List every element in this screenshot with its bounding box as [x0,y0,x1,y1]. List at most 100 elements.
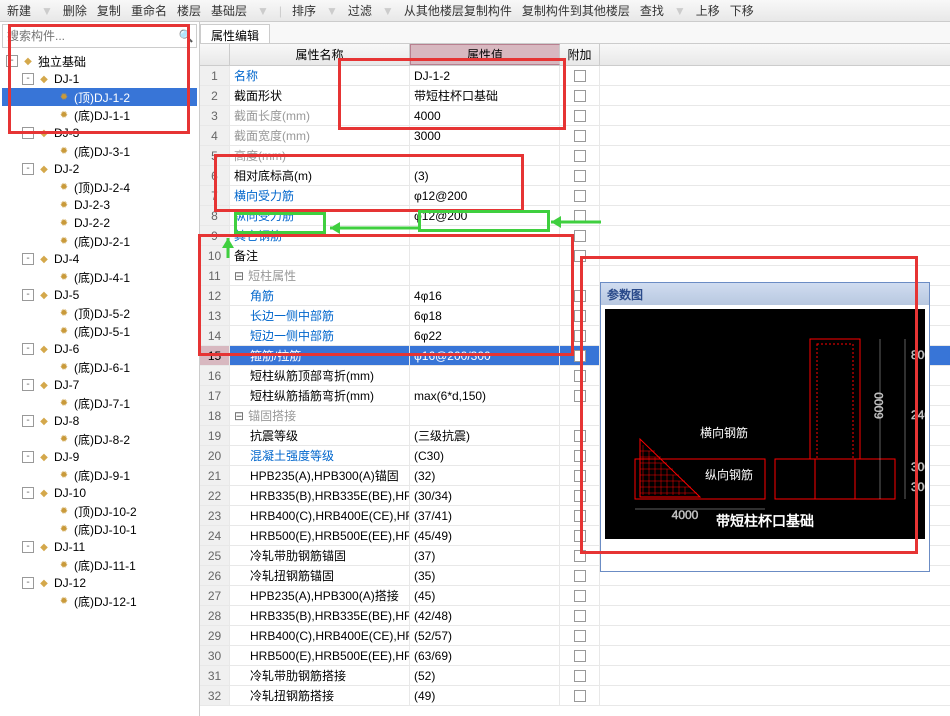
property-row[interactable]: 1 名称 DJ-1-2 [200,66,950,86]
property-row[interactable]: 28 HRB335(B),HRB335E(BE),HRBF (42/48) [200,606,950,626]
property-value[interactable]: (C30) [410,446,560,465]
property-value[interactable] [410,366,560,385]
property-value[interactable]: φ12@200 [410,206,560,225]
property-value[interactable] [410,406,560,425]
property-value[interactable] [410,226,560,245]
toolbar-up[interactable]: 上移 [693,2,723,19]
property-extra[interactable] [560,146,600,165]
component-tree[interactable]: -◆独立基础-◆DJ-1✹(顶)DJ-1-2✹(底)DJ-1-1-◆DJ-3✹(… [0,50,199,716]
tree-leaf[interactable]: ✹(底)DJ-9-1 [2,466,197,484]
toolbar-down[interactable]: 下移 [727,2,757,19]
tree-leaf[interactable]: ✹DJ-2-2 [2,214,197,232]
property-extra[interactable] [560,126,600,145]
property-extra[interactable] [560,246,600,265]
toolbar-copyfrom[interactable]: 从其他楼层复制构件 [401,2,515,19]
property-value[interactable] [410,146,560,165]
tree-node[interactable]: -◆DJ-5 [2,286,197,304]
property-extra[interactable] [560,686,600,705]
property-extra[interactable] [560,446,600,465]
property-row[interactable]: 10 备注 [200,246,950,266]
tree-leaf[interactable]: ✹DJ-2-3 [2,196,197,214]
tree-leaf[interactable]: ✹(底)DJ-4-1 [2,268,197,286]
property-extra[interactable] [560,626,600,645]
property-value[interactable]: (37/41) [410,506,560,525]
tree-leaf[interactable]: ✹(底)DJ-7-1 [2,394,197,412]
property-row[interactable]: 27 HPB235(A),HPB300(A)搭接 (45) [200,586,950,606]
property-extra[interactable] [560,666,600,685]
property-extra[interactable] [560,366,600,385]
property-row[interactable]: 5 高度(mm) [200,146,950,166]
property-row[interactable]: 4 截面宽度(mm) 3000 [200,126,950,146]
property-value[interactable]: (45) [410,586,560,605]
property-extra[interactable] [560,466,600,485]
tree-node[interactable]: -◆DJ-9 [2,448,197,466]
toolbar-floor[interactable]: 楼层 [174,2,204,19]
property-extra[interactable] [560,186,600,205]
property-value[interactable]: 6φ22 [410,326,560,345]
toolbar-copyto[interactable]: 复制构件到其他楼层 [519,2,633,19]
property-value[interactable]: max(6*d,150) [410,386,560,405]
property-row[interactable]: 2 截面形状 带短柱杯口基础 [200,86,950,106]
tree-node[interactable]: -◆DJ-8 [2,412,197,430]
property-value[interactable]: DJ-1-2 [410,66,560,85]
property-extra[interactable] [560,526,600,545]
property-row[interactable]: 31 冷轧带肋钢筋搭接 (52) [200,666,950,686]
property-row[interactable]: 6 相对底标高(m) (3) [200,166,950,186]
property-extra[interactable] [560,346,600,365]
toolbar-copy[interactable]: 复制 [94,2,124,19]
property-extra[interactable] [560,546,600,565]
property-value[interactable]: 4000 [410,106,560,125]
tree-leaf[interactable]: ✹(底)DJ-10-1 [2,520,197,538]
property-value[interactable]: φ12@200 [410,186,560,205]
toolbar-base[interactable]: 基础层 [208,2,250,19]
property-value[interactable]: (35) [410,566,560,585]
toolbar-filter[interactable]: 过滤 [345,2,375,19]
property-value[interactable]: (30/34) [410,486,560,505]
tree-node[interactable]: -◆DJ-4 [2,250,197,268]
tree-node[interactable]: -◆DJ-3 [2,124,197,142]
property-value[interactable]: 4φ16 [410,286,560,305]
property-extra[interactable] [560,646,600,665]
tree-node[interactable]: -◆DJ-11 [2,538,197,556]
property-extra[interactable] [560,506,600,525]
property-extra[interactable] [560,386,600,405]
property-value[interactable]: (45/49) [410,526,560,545]
tree-leaf[interactable]: ✹(底)DJ-2-1 [2,232,197,250]
property-value[interactable]: 6φ18 [410,306,560,325]
property-extra[interactable] [560,566,600,585]
toolbar-rename[interactable]: 重命名 [128,2,170,19]
property-value[interactable]: (63/69) [410,646,560,665]
property-extra[interactable] [560,606,600,625]
property-value[interactable]: (三级抗震) [410,426,560,445]
tree-leaf[interactable]: ✹(底)DJ-5-1 [2,322,197,340]
toolbar-new[interactable]: 新建 [4,2,34,19]
property-extra[interactable] [560,266,600,285]
property-value[interactable] [410,266,560,285]
tree-leaf[interactable]: ✹(底)DJ-3-1 [2,142,197,160]
property-value[interactable] [410,246,560,265]
property-value[interactable]: φ16@200/300 [410,346,560,365]
property-row[interactable]: 9 其它钢筋 [200,226,950,246]
property-extra[interactable] [560,586,600,605]
tree-leaf[interactable]: ✹(顶)DJ-5-2 [2,304,197,322]
property-extra[interactable] [560,286,600,305]
property-extra[interactable] [560,226,600,245]
tree-leaf[interactable]: ✹(底)DJ-1-1 [2,106,197,124]
tree-root[interactable]: -◆独立基础 [2,52,197,70]
tree-leaf[interactable]: ✹(顶)DJ-10-2 [2,502,197,520]
property-value[interactable]: (42/48) [410,606,560,625]
toolbar-find[interactable]: 查找 [637,2,667,19]
property-extra[interactable] [560,426,600,445]
toolbar-delete[interactable]: 删除 [60,2,90,19]
toolbar-sort[interactable]: 排序 [289,2,319,19]
property-value[interactable]: (52/57) [410,626,560,645]
property-extra[interactable] [560,406,600,425]
tree-leaf[interactable]: ✹(底)DJ-6-1 [2,358,197,376]
property-extra[interactable] [560,166,600,185]
tree-leaf[interactable]: ✹(顶)DJ-1-2 [2,88,197,106]
tree-node[interactable]: -◆DJ-1 [2,70,197,88]
property-value[interactable]: (49) [410,686,560,705]
property-extra[interactable] [560,206,600,225]
property-extra[interactable] [560,486,600,505]
tree-node[interactable]: -◆DJ-7 [2,376,197,394]
